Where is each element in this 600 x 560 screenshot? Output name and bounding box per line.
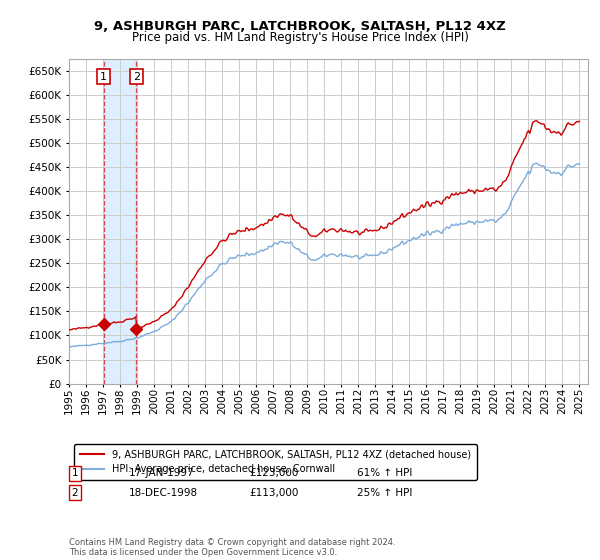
Text: 1: 1 [100,72,107,82]
Legend: 9, ASHBURGH PARC, LATCHBROOK, SALTASH, PL12 4XZ (detached house), HPI: Average p: 9, ASHBURGH PARC, LATCHBROOK, SALTASH, P… [74,444,477,480]
Text: £113,000: £113,000 [249,488,298,498]
Text: 1: 1 [71,468,79,478]
Text: 17-JAN-1997: 17-JAN-1997 [129,468,194,478]
Text: 18-DEC-1998: 18-DEC-1998 [129,488,198,498]
Bar [104,59,136,384]
Text: 9, ASHBURGH PARC, LATCHBROOK, SALTASH, PL12 4XZ: 9, ASHBURGH PARC, LATCHBROOK, SALTASH, P… [94,20,506,32]
Text: 61% ↑ HPI: 61% ↑ HPI [357,468,412,478]
Text: Contains HM Land Registry data © Crown copyright and database right 2024.
This d: Contains HM Land Registry data © Crown c… [69,538,395,557]
Text: 25% ↑ HPI: 25% ↑ HPI [357,488,412,498]
Text: 2: 2 [71,488,79,498]
Text: Price paid vs. HM Land Registry's House Price Index (HPI): Price paid vs. HM Land Registry's House … [131,31,469,44]
Text: 2: 2 [133,72,140,82]
Text: £123,000: £123,000 [249,468,298,478]
